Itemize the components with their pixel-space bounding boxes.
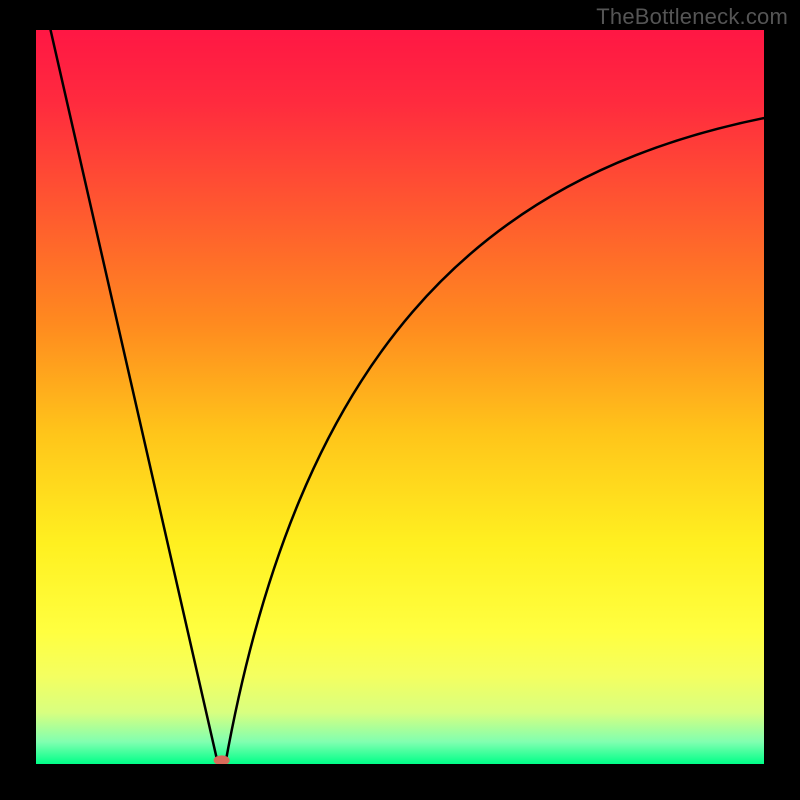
gradient-background — [36, 30, 764, 764]
optimal-point-marker — [214, 755, 230, 765]
watermark-text: TheBottleneck.com — [596, 4, 788, 30]
chart-container: TheBottleneck.com — [0, 0, 800, 800]
plot-area — [36, 30, 764, 765]
bottleneck-chart-svg — [0, 0, 800, 800]
